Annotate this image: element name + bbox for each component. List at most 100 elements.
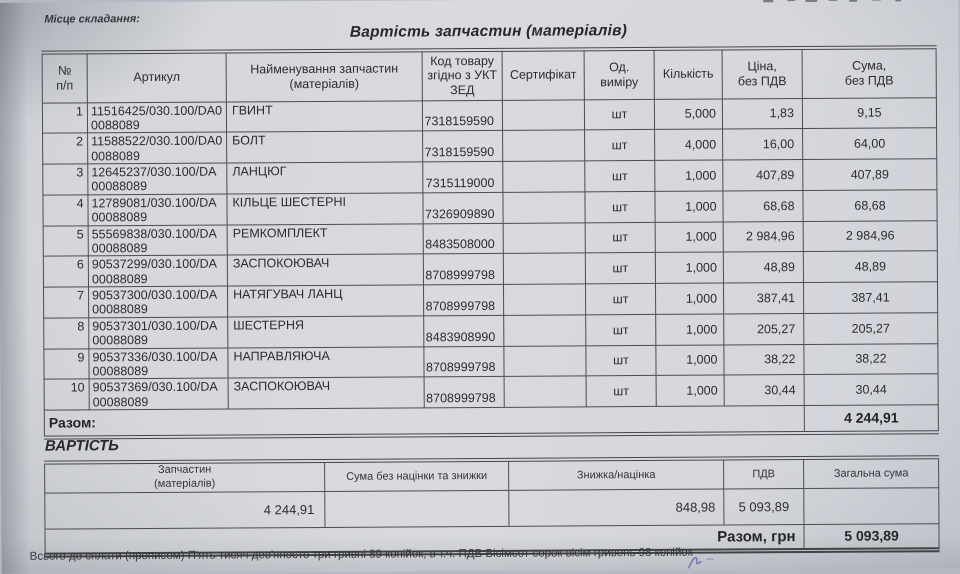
cell-code: 7318159590 (422, 99, 503, 132)
cell-qty: 1,000 (654, 160, 723, 192)
col-header-price: Ціна, без ПДВ (722, 48, 803, 99)
cell-price: 48,89 (723, 251, 804, 284)
summary-col-discount: Знижка/націнка (508, 458, 724, 490)
cell-cert (503, 345, 587, 377)
cell-cert (503, 283, 586, 316)
col-header-code: Код товару згідно з УКТ ЗЕД (422, 49, 503, 101)
cell-qty: 1,000 (655, 344, 725, 376)
cell-sum: 2 984,96 (803, 220, 938, 252)
cell-cert (502, 191, 586, 223)
cell-article: 11516425/030.100/DA0 0088089 (87, 101, 227, 134)
cell-name: БОЛТ (226, 131, 423, 164)
cell-article: 90537300/030.100/DA 00088089 (88, 286, 228, 318)
summary-col-vat: ПДВ (723, 458, 804, 489)
cost-summary-table: Запчастин (матеріалів) Сума без націнки … (44, 455, 940, 558)
cell-qty: 1,000 (655, 313, 724, 345)
cell-qty: 1,000 (655, 283, 724, 315)
cropped-text-artifact (871, 0, 882, 1)
cell-cert (503, 314, 586, 346)
cell-sum: 205,27 (803, 312, 938, 345)
place-of-compilation-label: Місце складання: (44, 13, 140, 26)
cell-num: 9 (43, 348, 90, 380)
cost-section-heading: ВАРТІСТЬ (44, 437, 119, 455)
cell-code: 8483508000 (423, 222, 504, 255)
totals-row: Разом: 4 244,91 (44, 404, 939, 438)
cell-num: 5 (43, 225, 89, 257)
cell-num: 1 (42, 102, 88, 134)
cell-qty: 1,000 (655, 221, 724, 253)
cell-code: 8483908990 (423, 315, 504, 347)
cell-code: 8708999798 (424, 376, 505, 408)
parts-cost-table: № п/п Артикул Найменування запчастин (ма… (41, 45, 939, 440)
cell-num: 8 (43, 317, 89, 349)
cell-name: НАТЯГУВАЧ ЛАНЦ (227, 284, 424, 317)
cell-sum: 64,00 (802, 127, 937, 160)
totals-label: Разом: (44, 405, 805, 438)
cell-sum: 9,15 (802, 97, 937, 129)
col-header-sum: Сума, без ПДВ (802, 47, 937, 99)
cell-article: 90537301/030.100/DA 00088089 (88, 316, 228, 349)
cell-sum: 407,89 (802, 158, 937, 191)
col-header-qty: Кількість (654, 48, 723, 99)
cell-cert (502, 99, 585, 131)
col-header-article: Артикул (87, 51, 227, 103)
cropped-text-artifact (895, 0, 902, 2)
cropped-text-artifact (805, 0, 818, 3)
cropped-text-artifact (763, 0, 774, 3)
cell-code: 7318159590 (422, 130, 503, 162)
cell-unit: шт (584, 160, 655, 192)
cell-name: ЗАСПОКОЮВАЧ (227, 254, 424, 287)
cell-name: ЗАСПОКОЮВАЧ (228, 377, 425, 410)
cell-article: 90537299/030.100/DA 00088089 (88, 255, 228, 287)
cell-unit: шт (586, 375, 657, 407)
cell-qty: 4,000 (654, 129, 723, 161)
cell-unit: шт (585, 221, 656, 254)
cell-qty: 1,000 (655, 252, 724, 284)
cell-qty: 5,000 (654, 98, 723, 130)
cell-sum: 30,44 (804, 373, 939, 406)
cell-unit: шт (585, 344, 657, 377)
cell-article: 90537336/030.100/DA 00088089 (88, 347, 229, 380)
col-header-unit: Од. виміру (584, 48, 655, 100)
summary-header-row: Запчастин (матеріалів) Сума без націнки … (44, 457, 939, 493)
col-header-cert: Сертифікат (502, 49, 585, 100)
cell-name: НАПРАВЛЯЮЧА (227, 346, 425, 379)
cell-price: 205,27 (723, 313, 804, 345)
summary-values-row: 4 244,91 848,98 5 093,89 (44, 487, 939, 529)
cell-sum: 387,41 (803, 281, 938, 314)
cell-price: 68,68 (722, 190, 804, 222)
summary-value-discount (324, 489, 509, 527)
cell-article: 12789081/030.100/DA 00088089 (87, 193, 228, 226)
cell-cert (502, 130, 585, 162)
cell-name: ШЕСТЕРНЯ (227, 315, 424, 348)
cell-name: РЕМКОМПЛЕКТ (227, 223, 424, 256)
cell-price: 30,44 (724, 374, 805, 407)
summary-value-total: 5 093,89 (723, 488, 804, 525)
cell-unit: шт (584, 98, 655, 131)
col-header-name: Найменування запчастин (матеріалів) (226, 50, 423, 102)
summary-value-sum: 4 244,91 (44, 490, 325, 529)
cell-sum: 68,68 (802, 189, 938, 222)
cell-code: 7315119000 (422, 161, 503, 193)
cell-price: 2 984,96 (723, 221, 804, 253)
cell-unit: шт (584, 191, 656, 223)
cell-code: 7326909890 (422, 192, 504, 224)
cell-code: 8708999798 (423, 284, 504, 316)
col-header-num: № п/п (42, 52, 88, 103)
cell-num: 7 (43, 286, 89, 318)
cell-num: 2 (42, 133, 88, 165)
cell-num: 4 (42, 194, 89, 226)
cell-article: 12645237/030.100/DA 00088089 (87, 163, 227, 195)
photo-shadow-left (0, 2, 36, 574)
totals-value: 4 244,91 (804, 404, 939, 433)
summary-value-vat: 848,98 (508, 488, 724, 526)
summary-col-sum: Сума без націнки та знижки (324, 459, 509, 491)
cell-price: 1,83 (722, 98, 803, 130)
cell-unit: шт (585, 314, 656, 346)
cell-cert (503, 222, 586, 254)
cell-name: ГВИНТ (226, 100, 423, 133)
cell-price: 38,22 (723, 344, 805, 376)
cell-cert (504, 376, 587, 408)
cell-code: 8708999798 (423, 345, 505, 378)
cell-num: 10 (44, 379, 90, 411)
